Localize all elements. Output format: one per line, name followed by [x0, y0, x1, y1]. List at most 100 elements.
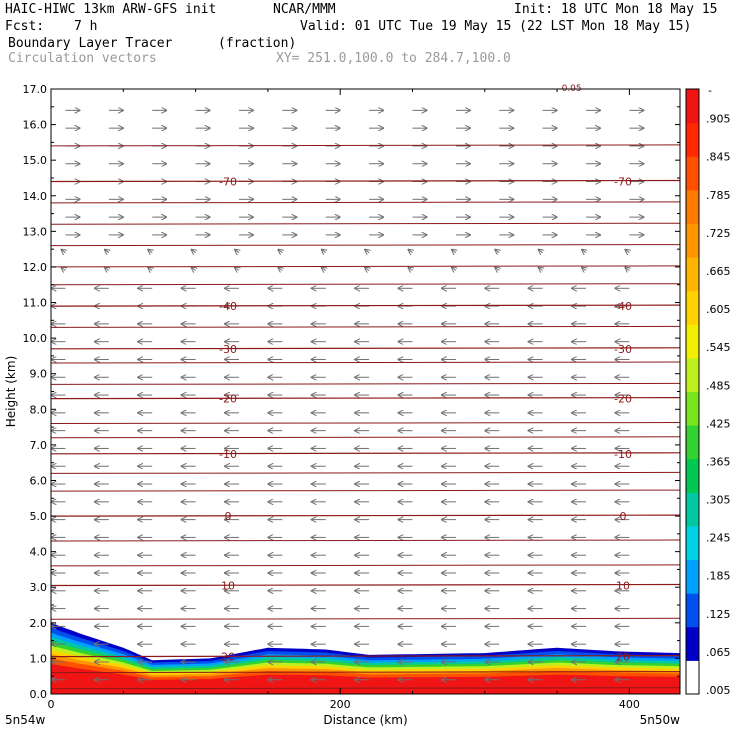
- wind-vector: [408, 268, 412, 271]
- forecast-label: Fcst:: [5, 19, 45, 34]
- forecast-hour: 7 h: [74, 19, 98, 34]
- isotherm-label: -40: [614, 300, 632, 313]
- x-end-location: 5n50w: [640, 713, 681, 727]
- y-tick-label: 4.0: [30, 546, 48, 559]
- colorbar-swatch: [686, 593, 699, 628]
- init-time: Init: 18 UTC Mon 18 May 15: [514, 2, 718, 17]
- x-tick-label: 200: [330, 698, 351, 711]
- isotherm-label: -10: [219, 448, 237, 461]
- wind-vector: [235, 250, 239, 253]
- temperature-contour: [50, 325, 681, 328]
- colorbar-label: .485: [706, 379, 731, 392]
- isotherm-20: [50, 655, 681, 658]
- wind-vector: [582, 268, 586, 271]
- colorbar-swatch: [686, 156, 699, 191]
- isotherm-0: [50, 514, 681, 517]
- isotherm-10: [50, 583, 681, 587]
- y-tick-label: 15.0: [23, 154, 48, 167]
- axes: 0.0 1.0 2.0 3.0 4.0 5.0 6.0 7.0 8.0 9.0 10.0 11.0 12…: [4, 83, 680, 727]
- x-start-location: 5n54w: [5, 713, 46, 727]
- colorbar-label: .305: [706, 494, 731, 507]
- wind-vector: [539, 268, 543, 271]
- y-tick-label: 0.0: [30, 688, 48, 701]
- colorbar-label: .725: [706, 227, 731, 240]
- y-axis-label: Height (km): [4, 356, 18, 427]
- y-tick-label: 6.0: [30, 474, 48, 487]
- colorbar-swatch: [686, 257, 699, 292]
- wind-vector: [322, 250, 326, 253]
- colorbar-swatch: [686, 458, 699, 493]
- isotherm-label: -40: [219, 300, 237, 313]
- colorbar-swatch: [686, 290, 699, 325]
- wind-vector: [625, 250, 629, 253]
- colorbar-swatch: [686, 492, 699, 527]
- temperature-contour: [50, 489, 681, 492]
- temperature-contour: [50, 201, 681, 204]
- y-tick-label: 11.0: [23, 297, 48, 310]
- x-axis-label: Distance (km): [323, 713, 407, 727]
- y-tick-label: 7.0: [30, 439, 48, 452]
- tracer-band-9: [51, 664, 680, 694]
- isotherm--20: [50, 397, 681, 400]
- temperature-contour: [50, 283, 681, 286]
- wind-vector: [365, 250, 369, 253]
- wind-vector: [61, 250, 65, 253]
- wind-vector: [148, 250, 152, 253]
- isotherm--10: [50, 452, 681, 455]
- colorbar: .005 .065 .125 .185 .245 .305 .365 .425 .485 .545…: [685, 84, 731, 697]
- wind-vector: [452, 250, 456, 253]
- temperature-contours: 20 20 10 10 0 0 -10 -10 -20 -20 -30 -30 -40 -40 -70 -70…: [50, 84, 681, 690]
- colorbar-label: .605: [706, 303, 731, 316]
- colorbar-swatch: [686, 122, 699, 157]
- isotherm-label: -30: [614, 343, 632, 356]
- y-tick-label: 1.0: [30, 652, 48, 665]
- colorbar-swatch: [686, 189, 699, 224]
- tracer-fill-layer: [51, 622, 680, 694]
- isotherm-label: -20: [219, 393, 237, 406]
- temperature-contour: [50, 244, 681, 247]
- wind-vector: [192, 268, 196, 271]
- temperature-contour: [50, 265, 681, 268]
- circulation-vectors: [51, 110, 643, 679]
- temperature-contour: [50, 436, 681, 439]
- colorbar-swatch: [686, 357, 699, 392]
- colorbar-label: .245: [706, 532, 731, 545]
- colorbar-swatch: [686, 89, 699, 124]
- field-name: Boundary Layer Tracer: [8, 36, 173, 51]
- y-tick-label: 10.0: [23, 332, 48, 345]
- vector-label: Circulation vectors: [8, 51, 157, 66]
- wind-vector: [625, 268, 629, 271]
- wind-vector: [148, 268, 152, 271]
- colorbar-label: .065: [706, 646, 731, 659]
- colorbar-swatch: [686, 324, 699, 359]
- isotherm-label: 0: [225, 510, 232, 523]
- isotherm-label: -20: [614, 393, 632, 406]
- isotherm--30: [50, 347, 681, 350]
- field-units: (fraction): [218, 36, 297, 51]
- temperature-contour: [50, 471, 681, 474]
- wind-vector: [105, 250, 109, 253]
- colorbar-top-label: -: [708, 84, 712, 97]
- colorbar-label: .785: [706, 189, 731, 202]
- colorbar-swatch: [686, 559, 699, 594]
- temperature-contour: [50, 361, 681, 364]
- colorbar-swatch: [686, 391, 699, 426]
- y-tick-label: 14.0: [23, 190, 48, 203]
- isotherm-label: 10: [616, 579, 630, 592]
- temperature-contour: [50, 671, 681, 674]
- colorbar-label: .905: [706, 113, 731, 126]
- y-tick-label: 16.0: [23, 119, 48, 132]
- isotherm--40: [50, 304, 681, 307]
- wind-vector: [278, 268, 282, 271]
- wind-vector: [192, 250, 196, 253]
- plot-frame: [50, 88, 681, 695]
- model-title: HAIC-HIWC 13km ARW-GFS init: [5, 2, 217, 17]
- colorbar-label: .005: [706, 684, 731, 697]
- y-tick-label: 8.0: [30, 403, 48, 416]
- x-tick-label: 400: [619, 698, 640, 711]
- colorbar-swatch: [686, 525, 699, 561]
- isotherm-label: -70: [219, 176, 237, 189]
- y-tick-label: 13.0: [23, 225, 48, 238]
- y-tick-label: 17.0: [23, 83, 48, 96]
- temperature-contour: [50, 687, 681, 690]
